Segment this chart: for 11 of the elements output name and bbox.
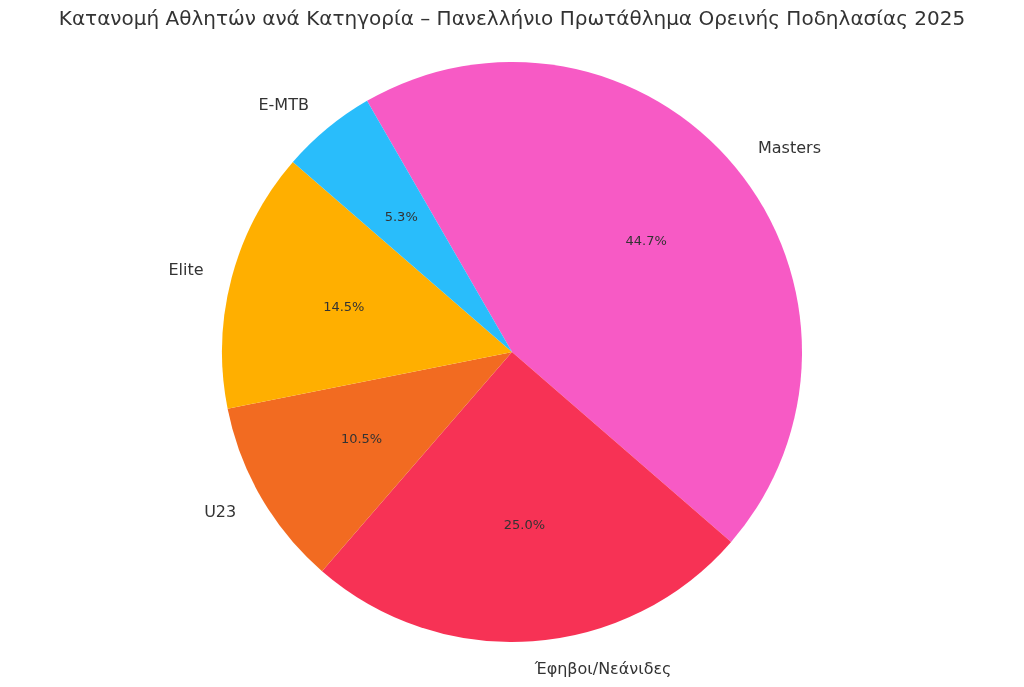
data-label: 14.5% bbox=[323, 298, 365, 314]
slice-label: Masters bbox=[758, 138, 821, 158]
chart-title: Κατανομή Αθλητών ανά Κατηγορία – Πανελλήνιο Πρωτάθλημα Ορεινής Ποδηλασίας 2025 bbox=[58, 6, 966, 31]
slice-label: Elite bbox=[168, 259, 204, 279]
slice-label: Έφηβοι/Νεάνιδες bbox=[533, 659, 672, 679]
slice-label: U23 bbox=[204, 501, 237, 521]
data-label: 44.7% bbox=[625, 232, 667, 248]
slice-label: E-MTB bbox=[258, 95, 309, 115]
data-label: 25.0% bbox=[503, 516, 546, 532]
data-label: 10.5% bbox=[340, 430, 383, 446]
data-label: 5.3% bbox=[384, 209, 418, 225]
